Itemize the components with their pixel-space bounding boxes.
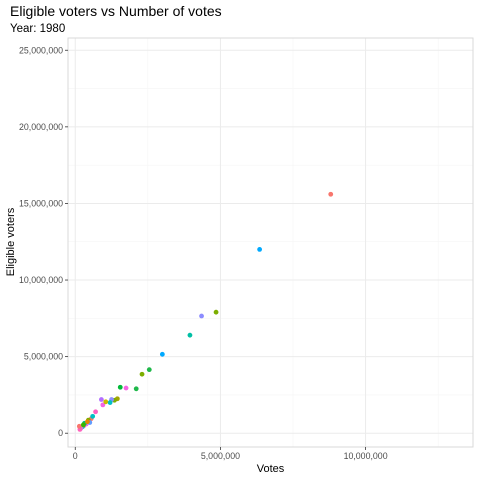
data-point	[146, 367, 152, 373]
data-point	[187, 332, 193, 338]
data-points	[76, 191, 334, 432]
data-point	[90, 413, 96, 419]
y-tick-label: 15,000,000	[19, 198, 63, 208]
x-tick-label: 0	[73, 451, 78, 461]
data-point	[103, 399, 109, 405]
data-point	[139, 371, 145, 377]
chart-subtitle: Year: 1980	[10, 23, 65, 35]
data-point	[85, 419, 90, 425]
x-tick-label: 5,000,000	[201, 451, 240, 461]
data-point	[328, 191, 334, 197]
data-point	[93, 409, 98, 415]
data-point	[107, 400, 113, 405]
panel-background	[68, 38, 473, 447]
data-point	[199, 313, 204, 319]
data-point	[100, 402, 106, 408]
panel-border	[67, 37, 474, 448]
plot-panel	[67, 37, 474, 448]
y-tick-label: 5,000,000	[24, 352, 63, 362]
data-point	[80, 422, 86, 428]
x-axis-title: Votes	[257, 463, 285, 475]
x-axis-ticks: 0 5,000,000 10,000,000	[73, 447, 388, 461]
y-axis-title: Eligible voters	[5, 207, 17, 276]
data-point	[98, 397, 104, 402]
data-point	[257, 246, 263, 252]
y-tick-label: 0	[58, 428, 63, 438]
chart-title: Eligible voters vs Number of votes	[10, 3, 222, 19]
y-tick-label: 10,000,000	[19, 275, 63, 285]
data-point	[76, 423, 82, 429]
y-tick-label: 25,000,000	[19, 45, 63, 55]
y-tick-label: 20,000,000	[19, 122, 63, 132]
data-point	[159, 351, 165, 357]
data-point	[117, 384, 123, 390]
y-axis-ticks: 0 5,000,000 10,000,000 15,000,000 20,000,000…	[19, 45, 68, 438]
x-tick-label: 10,000,000	[344, 451, 388, 461]
data-point	[133, 386, 139, 392]
data-point	[123, 385, 129, 391]
data-point	[213, 309, 219, 315]
